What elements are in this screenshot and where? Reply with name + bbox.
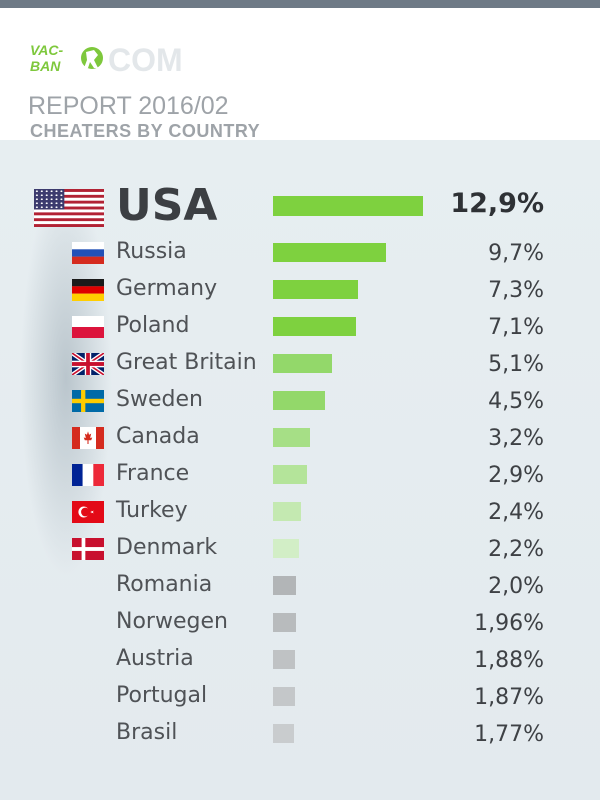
category-label: Norwegen <box>116 609 228 634</box>
category-label: Portugal <box>116 683 208 708</box>
category-label: Turkey <box>116 498 188 523</box>
value-label: 9,7% <box>488 241 544 266</box>
category-label: Canada <box>116 424 200 449</box>
sweden-flag-icon <box>72 390 104 412</box>
value-label: 3,2% <box>488 426 544 451</box>
bar <box>273 353 332 373</box>
germany-flag-icon <box>72 279 104 301</box>
value-label: 2,9% <box>488 463 544 488</box>
poland-flag-icon <box>72 316 104 338</box>
value-label: 1,87% <box>474 685 544 710</box>
bar <box>273 501 301 521</box>
bar <box>273 390 325 410</box>
bar <box>273 575 296 595</box>
category-label: Sweden <box>116 387 203 412</box>
category-label: Austria <box>116 646 194 671</box>
category-label: Poland <box>116 313 190 338</box>
great-britain-flag-icon <box>72 353 104 375</box>
bar <box>273 427 310 447</box>
category-label: Romania <box>116 572 213 597</box>
category-label: Denmark <box>116 535 218 560</box>
canada-flag-icon <box>72 427 104 449</box>
chart-row: Germany 7,3% <box>0 273 600 307</box>
bar <box>273 686 295 706</box>
bar <box>273 242 386 262</box>
logo-line1: VAC- <box>30 42 64 58</box>
usa-flag-icon <box>34 189 104 227</box>
value-label: 1,88% <box>474 648 544 673</box>
bar <box>273 538 299 558</box>
category-label: Great Britain <box>116 350 257 375</box>
chart-row: Canada 3,2% <box>0 421 600 455</box>
logo-line2: BAN <box>30 58 61 74</box>
value-label: 4,5% <box>488 389 544 414</box>
bar <box>273 612 296 632</box>
value-label: 2,4% <box>488 500 544 525</box>
category-label: Germany <box>116 276 218 301</box>
chart-row: Great Britain 5,1% <box>0 347 600 381</box>
value-label: 1,96% <box>474 611 544 636</box>
chart-subtitle: CHEATERS BY COUNTRY <box>30 121 261 141</box>
value-label: 2,2% <box>488 537 544 562</box>
chart-row: Turkey 2,4% <box>0 495 600 529</box>
denmark-flag-icon <box>72 538 104 560</box>
turkey-flag-icon <box>72 501 104 523</box>
bar <box>273 316 356 336</box>
chart-row: France 2,9% <box>0 458 600 492</box>
chart-row: Norwegen 1,96% <box>0 606 600 640</box>
category-label: Russia <box>116 239 187 264</box>
value-label: 12,9% <box>450 188 544 219</box>
header: VAC- BAN COM REPORT 2016/02 CHEATERS BY … <box>0 8 600 141</box>
france-flag-icon <box>72 464 104 486</box>
category-label: USA <box>116 180 218 231</box>
chart-row: Brasil 1,77% <box>0 717 600 751</box>
russia-flag-icon <box>72 242 104 264</box>
logo-suffix: COM <box>108 42 183 78</box>
chart-row: USA 12,9% <box>0 180 600 231</box>
value-label: 1,77% <box>474 722 544 747</box>
category-label: Brasil <box>116 720 178 745</box>
bar <box>273 279 358 299</box>
vac-ban-logo: VAC- BAN COM <box>30 42 183 78</box>
bar <box>273 723 294 743</box>
value-label: 2,0% <box>488 574 544 599</box>
bar <box>273 649 295 669</box>
value-label: 5,1% <box>488 352 544 377</box>
chart-row: Russia 9,7% <box>0 236 600 270</box>
bar <box>273 464 307 484</box>
value-label: 7,1% <box>488 315 544 340</box>
chart-row: Poland 7,1% <box>0 310 600 344</box>
chart-row: Denmark 2,2% <box>0 532 600 566</box>
chart-row: Sweden 4,5% <box>0 384 600 418</box>
bar <box>273 196 423 216</box>
category-label: France <box>116 461 190 486</box>
chart-row: Austria 1,88% <box>0 643 600 677</box>
report-title: REPORT 2016/02 <box>28 92 229 120</box>
top-bar <box>0 0 600 8</box>
chart-row: Portugal 1,87% <box>0 680 600 714</box>
chart-row: Romania 2,0% <box>0 569 600 603</box>
value-label: 7,3% <box>488 278 544 303</box>
